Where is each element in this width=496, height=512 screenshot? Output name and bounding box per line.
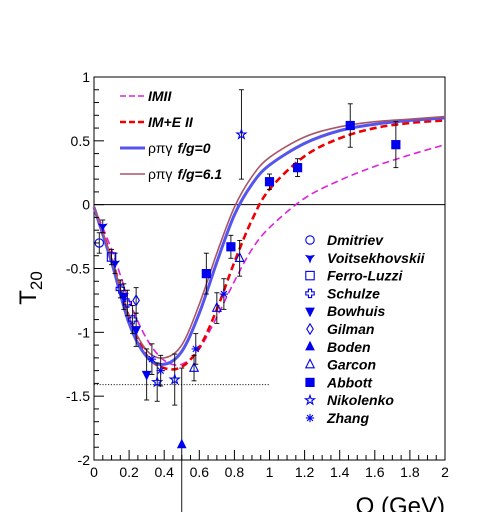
legend-label-nikolenko: Nikolenko xyxy=(327,392,394,408)
data-point-abbott xyxy=(226,242,236,252)
y-tick-label: 0 xyxy=(82,197,90,213)
legend-label-3: ρπγ f/g=6.1 xyxy=(148,166,222,182)
x-tick-label: 0 xyxy=(90,464,98,480)
legend-marker-boden xyxy=(305,340,315,351)
y-tick-label: 0.5 xyxy=(71,133,91,149)
theory-curve-0 xyxy=(93,143,446,366)
data-point-gilman xyxy=(132,294,140,307)
x-tick-label: 1.2 xyxy=(295,464,315,480)
data-point-voitsekhovskii xyxy=(97,223,108,233)
x-tick-label: 0.2 xyxy=(119,464,139,480)
theory-curve-3 xyxy=(93,115,446,359)
legend-label-1: IM+E II xyxy=(148,114,194,130)
experimental-points xyxy=(94,89,401,512)
legend-label-name: f/g=6.1 xyxy=(177,166,222,182)
x-tick-label: 0.6 xyxy=(190,464,210,480)
legend-marker-gilman xyxy=(306,322,314,336)
legend-label-abbott: Abbott xyxy=(326,374,373,390)
legend-marker-voitsekhovskii xyxy=(304,254,316,264)
x-tick-label: 0.8 xyxy=(225,464,245,480)
data-point-abbott xyxy=(264,177,275,187)
y-axis-title-subscript: 20 xyxy=(27,271,46,290)
data-point-garcon xyxy=(211,301,222,312)
x-tick-label: 1 xyxy=(266,464,274,480)
x-tick-label: 1.8 xyxy=(400,464,420,480)
legend-label-dmitriev: Dmitriev xyxy=(327,232,384,248)
legend-label-0: IMII xyxy=(148,88,172,104)
data-point-bowhuis xyxy=(118,292,129,303)
y-axis-title: T20 xyxy=(15,271,46,305)
legend-marker-schulze xyxy=(305,288,315,299)
data-point-bowhuis xyxy=(131,326,141,336)
data-point-zhang xyxy=(156,366,165,375)
data-point-boden xyxy=(176,438,187,449)
legend-label-ferro-luzzi: Ferro-Luzzi xyxy=(327,268,404,284)
legend-label-garcon: Garcon xyxy=(327,357,376,373)
data-point-schulze xyxy=(127,314,138,325)
data-point-ferro-luzzi xyxy=(106,252,117,262)
legend-marker-nikolenko xyxy=(303,393,317,406)
y-axis-title-main: T xyxy=(15,290,42,305)
y-tick-label: 1 xyxy=(82,69,90,85)
legend-label-prefix: ρπγ xyxy=(148,140,172,156)
data-point-abbott xyxy=(201,269,211,279)
legend-marker-zhang xyxy=(305,413,315,423)
legend-label-boden: Boden xyxy=(327,339,371,355)
legend-marker-bowhuis xyxy=(305,307,315,318)
theory-curve-2 xyxy=(92,116,446,366)
theory-curves xyxy=(92,115,446,371)
data-point-nikolenko xyxy=(235,127,248,140)
data-point-bowhuis xyxy=(141,370,152,381)
legend-label-2: ρπγ f/g=0 xyxy=(148,140,211,156)
legend-label-gilman: Gilman xyxy=(327,321,374,337)
legend-label-voitsekhovskii: Voitsekhovskii xyxy=(327,250,426,266)
curve-legend: IMII IM+E II ρπγ f/g=0 ρπγ f/g=6.1 xyxy=(120,88,222,182)
legend-marker-abbott xyxy=(305,377,315,388)
experiment-legend: Dmitriev Voitsekhovskii Ferro-LuzziSchulze… xyxy=(303,232,426,426)
x-axis-title: Q (GeV) xyxy=(356,493,445,512)
y-tick-label: -2 xyxy=(78,452,91,468)
legend-marker-ferro-luzzi xyxy=(305,270,315,281)
legend-label-zhang: Zhang xyxy=(326,410,369,426)
data-point-abbott xyxy=(345,120,355,131)
legend-label-schulze: Schulze xyxy=(327,285,380,301)
legend-label-prefix: ρπγ xyxy=(148,166,172,182)
x-tick-label: 1.4 xyxy=(330,464,350,480)
x-tick-label: 2 xyxy=(441,464,449,480)
data-point-garcon xyxy=(188,361,200,372)
legend-label-name: f/g=0 xyxy=(177,140,210,156)
x-tick-label: 0.4 xyxy=(154,464,174,480)
axis-ticks: 0 0.2 0.4 0.6 0.8 1 1.2 1.4 1.6 1.8 2 -2 -1.5 -1 -0.5 0… xyxy=(66,69,449,480)
theory-curve-1 xyxy=(92,119,446,371)
data-point-nikolenko xyxy=(168,373,181,385)
legend-marker-garcon xyxy=(304,358,316,369)
y-tick-label: -1.5 xyxy=(66,388,90,404)
y-tick-label: -0.5 xyxy=(66,261,90,277)
x-tick-label: 1.6 xyxy=(365,464,385,480)
y-tick-label: -1 xyxy=(78,324,91,340)
data-point-schulze xyxy=(122,298,133,308)
data-point-zhang xyxy=(219,289,229,299)
data-point-garcon xyxy=(234,251,245,263)
legend-marker-dmitriev xyxy=(305,235,315,245)
legend-label-bowhuis: Bowhuis xyxy=(327,303,386,319)
data-point-zhang xyxy=(191,344,200,354)
data-point-zhang xyxy=(147,354,157,364)
data-point-abbott xyxy=(391,140,401,150)
data-point-abbott xyxy=(292,163,303,173)
